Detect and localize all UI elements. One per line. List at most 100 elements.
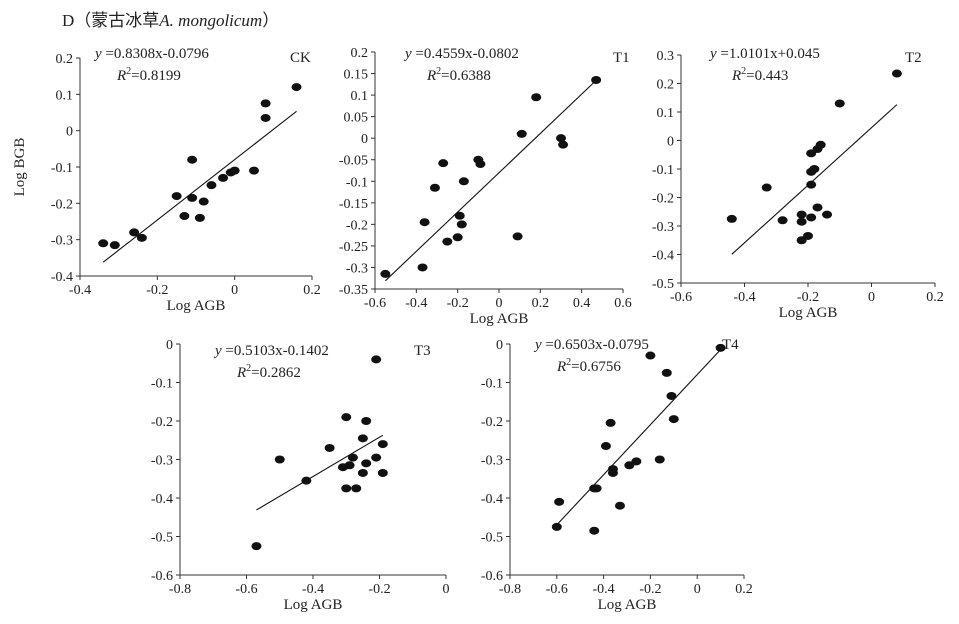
x-axis-label: Log AGB (470, 311, 529, 327)
x-tick-label: 0.2 (926, 290, 944, 305)
regression-equation: y =0.6503x-0.0795 (533, 337, 649, 353)
x-tick-label: 0 (443, 582, 450, 597)
x-tick-label: -0.8 (169, 582, 191, 597)
data-point (361, 459, 372, 468)
data-point (661, 368, 672, 377)
data-point (809, 165, 820, 173)
data-point (531, 93, 542, 102)
y-tick-label: -0.5 (652, 277, 674, 292)
panel-label: T4 (722, 337, 739, 353)
y-tick-label: -0.4 (51, 270, 73, 285)
regression-line (102, 110, 297, 263)
regression-line (256, 434, 384, 511)
x-tick-label: -0.6 (364, 296, 386, 311)
data-point (822, 210, 833, 219)
data-point (301, 476, 312, 485)
r-squared-label: R2=0.6756 (556, 357, 621, 375)
scatter-panel-t4: -0.8 -0.6 -0.4 -0.2 0 0.2-0.6-0.5-0.4-0.3-0.2… (481, 337, 753, 613)
scatter-panel-t2: -0.6 -0.4 -0.2 0 0.2 -0.5 -0.4 -0.3 -0.2 -0.1 0 0.1… (652, 46, 944, 321)
y-tick-label: -0.6 (481, 569, 503, 584)
data-point (516, 129, 527, 138)
data-point (806, 213, 817, 222)
data-point (806, 180, 817, 189)
data-point (429, 183, 440, 192)
data-point (136, 233, 147, 242)
y-tick-label: -0.35 (339, 283, 368, 298)
scatter-panel-ck: -0.4 -0.2 0 0.2 -0.4 -0.3 -0.2 -0.1 0 0.1 0.2 Log A… (12, 46, 321, 314)
data-point (357, 468, 368, 477)
y-tick-label: -0.3 (51, 234, 73, 249)
data-point (551, 522, 562, 531)
data-point (654, 455, 665, 464)
x-tick-label: 0.4 (573, 296, 591, 311)
r-squared-label: R2=0.6388 (426, 66, 491, 84)
data-point (98, 239, 109, 248)
data-point (229, 166, 240, 175)
figure-title-latin: A. mongolicum (159, 11, 263, 30)
y-tick-label: 0.3 (657, 49, 675, 64)
data-point (624, 461, 635, 470)
y-tick-label: -0.5 (481, 531, 503, 546)
data-point (377, 440, 388, 449)
y-tick-label: -0.3 (652, 220, 674, 235)
y-tick-label: -0.1 (51, 161, 73, 176)
x-tick-label: 0 (496, 296, 503, 311)
regression-equation: y =1.0101x+0.045 (708, 46, 820, 62)
data-point (591, 76, 602, 85)
data-point (341, 484, 352, 493)
y-tick-label: -0.6 (151, 569, 173, 584)
y-tick-label: -0.05 (339, 154, 368, 169)
data-point (512, 232, 523, 241)
data-point (600, 442, 611, 451)
y-tick-label: 0.2 (657, 78, 675, 93)
x-axis-label: Log AGB (598, 597, 657, 613)
regression-equation: y =0.8308x-0.0796 (93, 46, 209, 62)
data-point (605, 418, 616, 427)
y-tick-label: -0.2 (346, 218, 368, 233)
data-point (442, 237, 453, 246)
panel-label: T2 (905, 50, 922, 66)
data-point (357, 434, 368, 443)
y-tick-label: -0.2 (51, 197, 73, 212)
data-point (607, 468, 618, 477)
data-point (179, 212, 190, 221)
y-tick-label: 0 (166, 338, 173, 353)
y-tick-label: 0.2 (351, 46, 369, 61)
data-point (456, 220, 467, 229)
y-tick-label: -0.3 (151, 454, 173, 469)
scatter-panel-t3: -0.8 -0.6 -0.4 -0.2 0-0.6-0.5-0.4-0.3-0.2-0.… (151, 338, 450, 613)
x-tick-label: 0.2 (532, 296, 550, 311)
data-point (109, 241, 120, 250)
data-point (171, 192, 182, 201)
y-tick-label: -0.5 (151, 531, 173, 546)
data-point (198, 197, 209, 206)
data-point (715, 343, 726, 352)
data-point (129, 228, 140, 237)
data-point (645, 351, 656, 360)
data-point (417, 263, 428, 272)
x-tick-label: 0 (694, 582, 701, 597)
y-tick-label: -0.4 (151, 492, 173, 507)
y-tick-label: 0.05 (344, 111, 369, 126)
data-point (726, 214, 737, 223)
y-axis-label: Log BGB (12, 138, 28, 197)
data-point (361, 417, 372, 425)
x-tick-label: 0.6 (614, 296, 632, 311)
data-point (371, 355, 382, 364)
data-point (218, 173, 229, 182)
y-tick-label: 0 (361, 132, 368, 147)
data-point (812, 203, 823, 212)
y-tick-label: 0.1 (657, 106, 675, 121)
r-squared-label: R2=0.2862 (236, 363, 301, 381)
data-point (777, 216, 788, 225)
data-point (834, 99, 845, 108)
y-tick-label: -0.2 (151, 415, 173, 430)
x-tick-label: -0.2 (797, 290, 819, 305)
data-point (761, 183, 772, 192)
r-squared-label: R2=0.443 (731, 66, 788, 84)
y-tick-label: -0.1 (481, 377, 503, 392)
x-tick-label: -0.6 (546, 582, 568, 597)
y-tick-label: 0 (496, 338, 503, 353)
data-point (194, 213, 205, 222)
data-point (291, 83, 302, 92)
